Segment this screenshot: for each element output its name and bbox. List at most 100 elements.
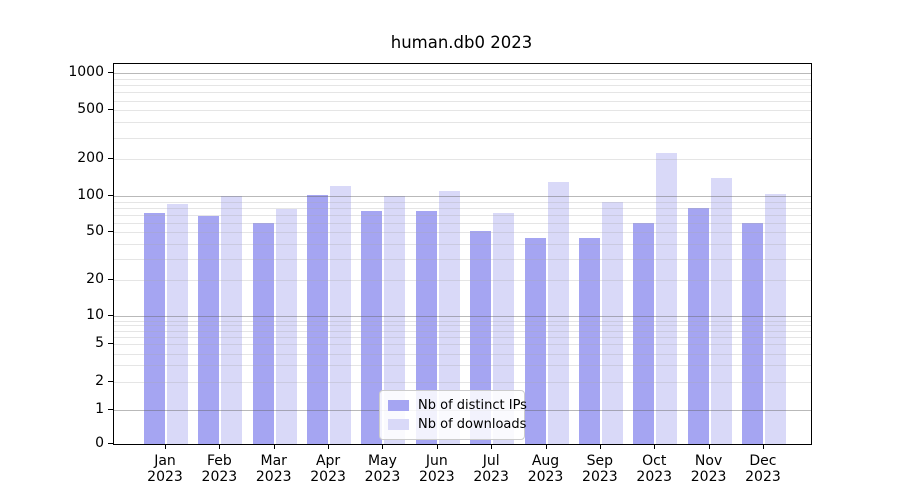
gridline-minor-7 [114,330,811,332]
gridline-minor-30 [114,259,811,260]
bar-distinct-ips-may [361,210,383,444]
gridline-minor-300 [114,137,811,139]
gridline-minor-40 [114,244,811,246]
bar-downloads-feb [221,196,243,444]
x-tick-label-jan: Jan 2023 [147,453,183,485]
bar-distinct-ips-dec [741,222,763,444]
gridline-minor-200 [114,159,811,161]
legend: Nb of distinct IPs Nb of downloads [379,390,527,440]
y-tick-mark-500 [108,109,113,110]
legend-item-downloads: Nb of downloads [388,415,526,434]
x-tick-mark-apr [328,444,329,449]
x-tick-mark-mar [274,444,275,449]
y-tick-mark-100 [108,195,113,196]
x-tick-mark-feb [219,444,220,449]
y-tick-mark-200 [108,158,113,159]
bar-distinct-ips-feb [198,216,220,444]
y-tick-label-10: 10 [86,307,104,324]
gridline-minor-2 [114,381,811,383]
x-tick-mark-oct [654,444,655,449]
gridline-minor-70 [114,214,811,216]
y-tick-label-0: 0 [95,435,104,451]
bar-downloads-aug [547,181,569,444]
gridline-minor-400 [114,122,811,124]
y-tick-mark-10 [108,315,113,316]
bar-distinct-ips-oct [633,222,655,444]
y-tick-label-200: 200 [77,150,104,167]
bar-distinct-ips-sep [578,237,600,444]
gridline-major-1000 [114,73,811,75]
legend-item-distinct-ips: Nb of distinct IPs [388,396,527,415]
y-tick-label-100: 100 [77,187,104,204]
y-tick-label-1000: 1000 [68,64,104,81]
bar-downloads-sep [601,201,623,444]
gridline-minor-3 [114,365,811,367]
gridline-minor-8 [114,325,811,327]
x-tick-label-sep: Sep 2023 [582,453,618,485]
y-tick-mark-20 [108,279,113,280]
x-tick-label-jun: Jun 2023 [418,453,455,485]
legend-label-downloads: Nb of downloads [418,417,527,432]
gridline-minor-500 [114,110,811,112]
chart-title: human.db0 2023 [390,33,533,52]
y-tick-label-500: 500 [77,101,104,118]
gridline-minor-50 [114,232,811,234]
x-tick-label-nov: Nov 2023 [690,453,727,485]
x-tick-mark-jul [491,444,492,449]
gridline-minor-80 [114,207,811,209]
y-tick-mark-50 [108,231,113,232]
plot-area: Nb of distinct IPs Nb of downloads [113,63,812,445]
gridline-minor-800 [114,85,811,87]
x-tick-mark-sep [600,444,601,449]
bar-downloads-dec [764,194,786,444]
x-tick-label-aug: Aug 2023 [527,453,564,485]
gridline-minor-9 [114,320,811,322]
x-tick-label-jul: Jul 2023 [473,453,509,485]
gridline-minor-4 [114,353,811,355]
gridline-minor-6 [114,337,811,338]
bar-downloads-may [384,196,406,444]
bar-distinct-ips-aug [524,237,546,444]
legend-label-distinct-ips: Nb of distinct IPs [418,398,527,413]
x-tick-label-may: May 2023 [364,453,401,485]
gridline-major-100 [114,196,811,198]
y-tick-mark-1 [108,409,113,410]
y-tick-label-50: 50 [86,223,104,240]
x-tick-mark-may [382,444,383,449]
x-tick-mark-jun [437,444,438,449]
y-tick-label-5: 5 [95,335,104,352]
legend-swatch-distinct-ips [388,400,409,411]
y-tick-label-1: 1 [95,400,104,417]
bar-downloads-apr [330,185,352,444]
x-tick-label-oct: Oct 2023 [636,453,673,485]
bar-distinct-ips-apr [307,195,329,444]
gridline-minor-5 [114,344,811,346]
x-tick-mark-aug [546,444,547,449]
gridline-minor-600 [114,100,811,102]
y-tick-label-20: 20 [86,271,104,288]
gridline-major-10 [114,316,811,318]
y-tick-mark-1000 [108,72,113,73]
x-tick-label-apr: Apr 2023 [310,453,346,485]
y-tick-mark-2 [108,381,113,382]
y-tick-label-2: 2 [95,372,104,389]
bar-distinct-ips-jun [415,210,437,444]
x-tick-mark-nov [709,444,710,449]
bar-distinct-ips-mar [252,222,274,444]
gridline-minor-700 [114,92,811,94]
x-tick-label-mar: Mar 2023 [255,453,292,485]
gridline-minor-90 [114,201,811,203]
bar-downloads-oct [656,152,678,444]
bar-distinct-ips-jan [144,213,165,444]
x-tick-mark-jan [165,444,166,449]
bar-downloads-mar [275,209,297,444]
bar-downloads-jul [493,212,515,444]
gridline-minor-900 [114,78,811,80]
legend-swatch-downloads [388,419,409,430]
gridline-minor-60 [114,222,811,224]
x-tick-label-dec: Dec 2023 [745,453,781,485]
bar-downloads-jun [438,191,460,444]
bar-downloads-nov [710,178,732,444]
x-tick-mark-dec [763,444,764,449]
